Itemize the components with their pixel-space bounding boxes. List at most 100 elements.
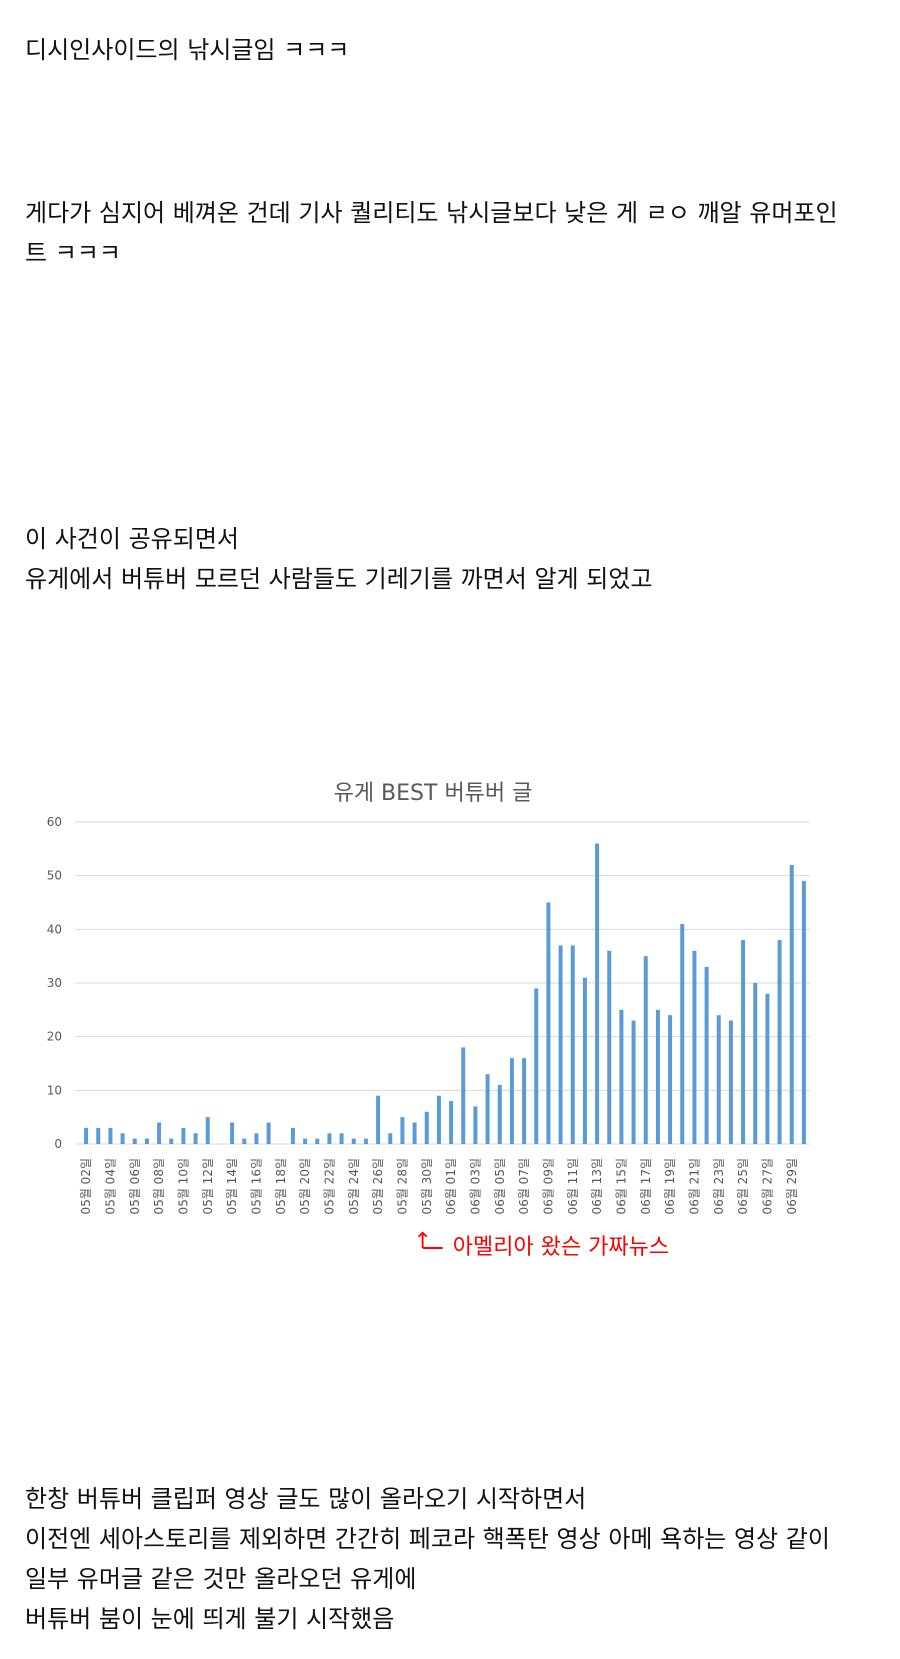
bar [789, 864, 794, 1144]
bar [193, 1133, 198, 1144]
paragraph-quality: 게다가 심지어 베껴온 건데 기사 퀄리티도 낚시글보다 낮은 게 ㄹㅇ 깨알 … [25, 193, 875, 273]
bar [376, 1095, 381, 1144]
bar [497, 1084, 502, 1144]
bar [546, 902, 551, 1144]
bar [643, 956, 648, 1144]
text-line: 버튜버 붐이 눈에 띄게 불기 시작했음 [25, 1605, 395, 1633]
bar [716, 1015, 721, 1144]
y-tick-label: 40 [47, 922, 62, 936]
x-tick-label: 06월 25일 [736, 1158, 750, 1214]
bar-chart: 유게 BEST 버튜버 글 0 10 20 30 40 50 60 05월 02일 05월 04일… [47, 781, 810, 1260]
x-tick-label: 05월 18일 [274, 1158, 288, 1214]
x-tick-label: 06월 19일 [663, 1158, 677, 1214]
x-tick-label: 05월 10일 [176, 1158, 190, 1214]
text-line: 디시인사이드의 낚시글임 ㅋㅋㅋ [25, 36, 350, 64]
x-tick-label: 06월 01일 [444, 1158, 458, 1214]
bar [327, 1133, 332, 1144]
x-tick-label: 05월 26일 [371, 1158, 385, 1214]
y-tick-label: 50 [47, 869, 62, 883]
bar [181, 1127, 186, 1144]
bar [680, 923, 685, 1144]
x-tick-label: 05월 06일 [128, 1158, 142, 1214]
bar [473, 1106, 478, 1144]
x-tick-label: 06월 27일 [760, 1158, 774, 1214]
x-tick-label: 06월 11일 [566, 1158, 580, 1214]
bar [668, 1015, 673, 1144]
x-tick-label: 06월 03일 [468, 1158, 482, 1214]
x-tick-label: 05월 22일 [322, 1158, 336, 1214]
bar [449, 1101, 454, 1144]
bar [84, 1127, 89, 1144]
text-line: 트 ㅋㅋㅋ [25, 239, 121, 267]
bar [801, 881, 806, 1144]
paragraph-spread: 이 사건이 공유되면서 유게에서 버튜버 모르던 사람들도 기레기를 까면서 알게… [25, 519, 875, 599]
text-line: 이전엔 세아스토리를 제외하면 간간히 페코라 핵폭탄 영상 아메 욕하는 영상… [25, 1525, 830, 1553]
y-tick-label: 60 [47, 815, 62, 829]
bar [205, 1117, 210, 1144]
x-tick-label: 06월 05일 [493, 1158, 507, 1214]
x-tick-label: 05월 12일 [201, 1158, 215, 1214]
bar [741, 940, 746, 1144]
x-tick-label: 05월 28일 [395, 1158, 409, 1214]
bar [96, 1127, 101, 1144]
bar [424, 1111, 429, 1144]
bar [132, 1138, 137, 1144]
bar [765, 993, 770, 1144]
bar [619, 1009, 624, 1144]
x-tick-label: 06월 07일 [517, 1158, 531, 1214]
bar [728, 1020, 733, 1144]
bar [169, 1138, 174, 1144]
paragraph-intro: 디시인사이드의 낚시글임 ㅋㅋㅋ [25, 30, 875, 70]
annotation-arrow: ↑ [414, 1229, 432, 1254]
bar [570, 945, 575, 1144]
bar [108, 1127, 113, 1144]
bar [412, 1122, 417, 1144]
chart-title: 유게 BEST 버튜버 글 [334, 781, 533, 806]
bar [303, 1138, 308, 1144]
x-tick-label: 06월 09일 [541, 1158, 555, 1214]
bar [582, 977, 587, 1144]
bar [400, 1117, 405, 1144]
y-tick-label: 20 [47, 1030, 62, 1044]
text-line: 이 사건이 공유되면서 [25, 525, 239, 553]
x-tick-label: 05월 30일 [420, 1158, 434, 1214]
text-line: 게다가 심지어 베껴온 건데 기사 퀄리티도 낚시글보다 낮은 게 ㄹㅇ 깨알 … [25, 199, 838, 227]
bar [753, 983, 758, 1144]
bar [558, 945, 563, 1144]
text-line: 한창 버튜버 클립퍼 영상 글도 많이 올라오기 시작하면서 [25, 1485, 587, 1513]
bar [509, 1058, 514, 1144]
bar [655, 1009, 660, 1144]
bar [388, 1133, 393, 1144]
bar [339, 1133, 344, 1144]
x-tick-label: 06월 13일 [590, 1158, 604, 1214]
bar [363, 1138, 368, 1144]
y-tick-label: 30 [47, 976, 62, 990]
bar [436, 1095, 441, 1144]
bar [290, 1127, 295, 1144]
bar [120, 1133, 125, 1144]
bar [351, 1138, 356, 1144]
bar [607, 950, 612, 1144]
text-line: 일부 유머글 같은 것만 올라오던 유게에 [25, 1565, 417, 1593]
bar [144, 1138, 149, 1144]
x-tick-label: 05월 14일 [225, 1158, 239, 1214]
bar [692, 950, 697, 1144]
bar [522, 1058, 527, 1144]
bar [534, 988, 539, 1144]
bar [315, 1138, 320, 1144]
x-tick-label: 06월 23일 [712, 1158, 726, 1214]
bar [230, 1122, 235, 1144]
bar [595, 843, 600, 1144]
annotation-text: 아멜리아 왔슨 가짜뉴스 [453, 1235, 669, 1260]
x-tick-label: 05월 20일 [298, 1158, 312, 1214]
bar [461, 1047, 466, 1144]
bar [485, 1074, 490, 1144]
bar [242, 1138, 247, 1144]
bar [704, 966, 709, 1144]
y-tick-label: 0 [54, 1137, 62, 1151]
x-tick-label: 05월 16일 [249, 1158, 263, 1214]
bar [254, 1133, 259, 1144]
bar [157, 1122, 162, 1144]
bar [631, 1020, 636, 1144]
